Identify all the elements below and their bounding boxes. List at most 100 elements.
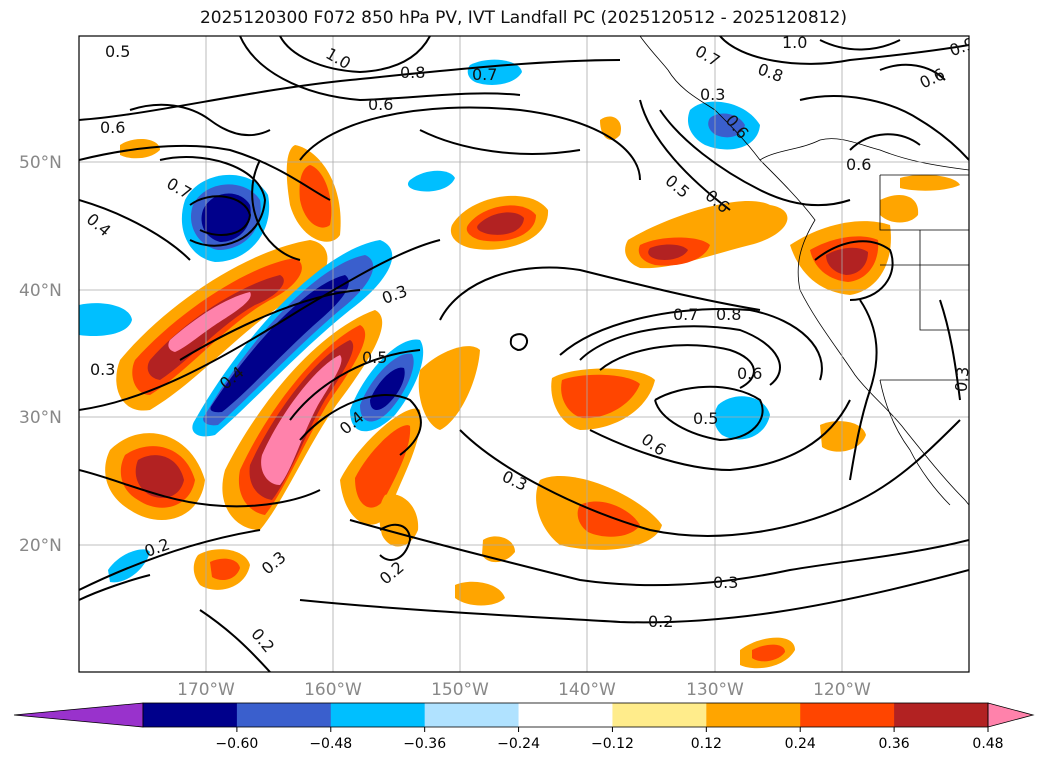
figure-title: 2025120300 F072 850 hPa PV, IVT Landfall… [199,8,847,28]
state-border [919,230,969,331]
contour-line [199,609,271,672]
contour-line [79,199,191,261]
pv-positive-region [210,558,240,580]
contour-label: 0.3 [90,360,115,379]
contour-label: 0.5 [362,348,387,367]
coastline [639,36,969,506]
lat-label-40: 40°N [19,281,62,301]
contour-line [79,469,321,508]
colorbar-segment [330,703,426,727]
longitude-labels: 170°W 160°W 150°W 140°W 130°W 120°W [177,680,871,700]
colorbar-segment [612,703,707,727]
lat-label-30: 30°N [19,408,62,428]
colorbar-tick-label: −0.60 [215,736,258,752]
contour-line [239,36,521,102]
colorbar-frame [142,702,989,728]
contour-line [819,39,901,51]
lon-label-170w: 170°W [177,680,235,700]
contour-line [189,195,252,236]
lon-label-130w: 130°W [686,680,744,700]
contour-line [349,519,969,587]
lon-label-120w: 120°W [813,680,871,700]
pv-negative-region [201,193,251,242]
contour-label: 0.7 [472,65,497,84]
contour-line [79,144,331,201]
contour-line [79,529,261,591]
contour-label: 0.5 [105,42,130,61]
colorbar-tick-label: 0.24 [785,736,816,752]
north-america-coastline [667,69,969,506]
pv-positive-region [820,421,866,452]
contour-line [509,333,528,352]
alaska-coastline [639,36,669,71]
contour-line [79,574,151,601]
colorbar-segment [518,703,613,727]
contour-line [879,63,946,81]
contour-line [589,399,851,472]
state-border [879,175,969,231]
pv-positive-region [752,644,785,662]
contour-line [849,133,921,151]
pv-positive-region [147,275,284,380]
contour-line [639,99,731,211]
pv-negative-region [79,303,132,337]
contour-label: 0.5 [693,409,718,428]
contour-line [579,325,781,386]
contour-label: 0.3 [951,366,972,393]
colorbar-tick-label: −0.48 [309,736,352,752]
latitude-labels: 50°N 40°N 30°N 20°N [19,153,62,556]
contour-line [79,59,621,121]
contour-line [179,289,361,361]
pv-positive-region [168,292,251,352]
pv-negative-region [210,275,349,413]
contour-label: 0.6 [846,155,871,174]
contour-line [654,385,764,442]
pv-positive-region [880,195,919,223]
contour-label: 0.8 [400,63,425,82]
contour-line [299,394,422,456]
pv-positive-region [648,244,688,260]
contour-label: 0.9 [947,34,977,61]
contour-label: 0.7 [673,305,698,324]
contour-label: 0.6 [737,364,762,383]
contour-line [799,95,969,161]
pv-positive-region [355,425,411,508]
contour-line [419,129,581,155]
pv-negative-region [467,59,522,85]
contour-line [939,299,961,401]
lat-label-20: 20°N [19,536,62,556]
colorbar: −0.60 −0.48 −0.36 −0.24 −0.12 0.12 0.24 0.36 0.4… [13,702,1035,752]
lon-label-160w: 160°W [304,680,362,700]
map-panel: 0.5 1.0 0.8 0.7 0.6 0.7 0.8 1.0 0.9 0.6 … [79,34,977,672]
pv-shading [79,59,960,669]
contour-label: 0.8 [716,305,741,324]
contour-label: 0.2 [648,612,673,631]
contour-line [814,240,894,301]
pv-positive-region [455,581,505,606]
colorbar-segment [236,703,332,727]
pv-positive-region [477,212,524,235]
pv-positive-region [482,536,515,563]
contour-line [559,308,823,381]
contour-line [251,159,301,261]
contour-line [719,36,969,65]
contour-label: 0.6 [368,95,393,114]
colorbar-tick-label: −0.24 [497,736,540,752]
pv-positive-region [135,455,184,498]
contour-label: 0.3 [700,85,725,104]
colorbar-ticks: −0.60 −0.48 −0.36 −0.24 −0.12 0.12 0.24 0.36 0.4… [215,727,1004,752]
colorbar-segment [424,703,520,727]
ivt-contours [79,36,969,672]
colorbar-tick-label: −0.36 [403,736,446,752]
pv-positive-region [561,374,640,419]
contour-line [289,349,421,421]
map-frame [78,35,970,673]
colorbar-tick-label: 0.12 [691,736,722,752]
colorbar-segment [143,703,238,727]
contour-line [79,239,441,411]
contour-line [299,569,969,624]
contour-line [459,419,961,537]
canada-coastline [759,138,969,171]
colorbar-tick-label: −0.12 [591,736,634,752]
